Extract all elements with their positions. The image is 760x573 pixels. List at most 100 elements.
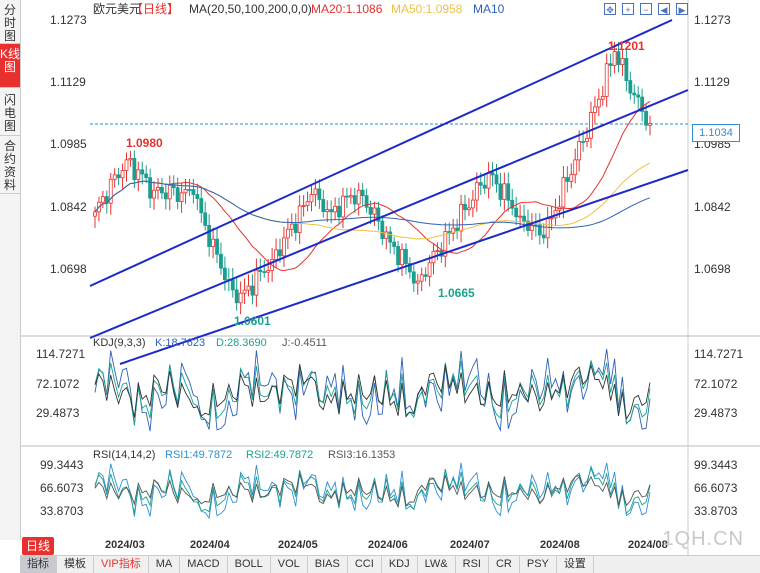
ma20-line bbox=[94, 100, 651, 272]
tb-settings[interactable]: 设置 bbox=[557, 556, 594, 573]
kdj-line bbox=[94, 363, 651, 421]
tb-ma[interactable]: MA bbox=[149, 556, 181, 573]
price-tick: 1.0698 bbox=[694, 262, 731, 276]
tab-label: 闪电图 bbox=[3, 93, 16, 133]
rsi-tick: 33.8703 bbox=[694, 504, 738, 518]
candle-body bbox=[309, 194, 314, 203]
kdj-tick: 114.7271 bbox=[694, 347, 743, 361]
rsi-tick: 66.6073 bbox=[694, 481, 738, 495]
candle-body bbox=[470, 199, 475, 209]
candle-body bbox=[514, 207, 519, 218]
candle-body bbox=[577, 141, 582, 161]
tab-contract-info[interactable]: 合约资料 bbox=[0, 136, 20, 194]
candle-body bbox=[600, 96, 605, 100]
kdj-d: D:28.3690 bbox=[216, 337, 267, 349]
candle-body bbox=[234, 289, 239, 304]
tb-cci[interactable]: CCI bbox=[348, 556, 382, 573]
tb-macd[interactable]: MACD bbox=[180, 556, 228, 573]
candle-body bbox=[459, 204, 463, 232]
candle-body bbox=[148, 177, 153, 199]
candle-body bbox=[356, 189, 361, 205]
candle-body bbox=[305, 201, 310, 206]
candle-body bbox=[297, 205, 302, 233]
watermark: 1QH.CN bbox=[662, 528, 744, 550]
left-icon[interactable]: ◀ bbox=[658, 3, 670, 15]
candle-body bbox=[341, 195, 345, 218]
tb-template[interactable]: 模板 bbox=[57, 556, 94, 573]
candle-body bbox=[337, 205, 341, 218]
kdj-tick-left: 72.1072 bbox=[36, 377, 80, 391]
candle-body bbox=[179, 192, 184, 202]
candle-body bbox=[463, 204, 467, 211]
candle-body bbox=[329, 209, 334, 213]
candle-body bbox=[266, 269, 271, 273]
tab-label: 分时图 bbox=[3, 3, 16, 43]
date-tick: 2024/06 bbox=[368, 539, 408, 551]
date-tick: 2024/05 bbox=[278, 539, 318, 551]
candle-body bbox=[482, 184, 487, 189]
zoom-icon[interactable]: ✥ bbox=[604, 3, 616, 15]
candle-body bbox=[419, 274, 424, 282]
tb-cr[interactable]: CR bbox=[489, 556, 520, 573]
candle-body bbox=[376, 207, 381, 222]
header-text: 【日线】 bbox=[131, 2, 179, 16]
tb-kdj[interactable]: KDJ bbox=[382, 556, 418, 573]
tb-indicator[interactable]: 指标 bbox=[20, 556, 57, 573]
tb-psy[interactable]: PSY bbox=[520, 556, 557, 573]
candle-body bbox=[262, 271, 267, 273]
candle-body bbox=[258, 269, 263, 272]
candle-body bbox=[380, 220, 385, 240]
chart-canvas: 1.12731.12731.11291.11291.09851.09851.08… bbox=[20, 0, 760, 555]
tb-bias[interactable]: BIAS bbox=[308, 556, 348, 573]
candle-body bbox=[506, 183, 511, 201]
kdj-title: KDJ(9,3,3) bbox=[93, 337, 146, 349]
candle-body bbox=[222, 267, 227, 281]
kdj-tick-left: 114.7271 bbox=[36, 347, 85, 361]
candle-body bbox=[490, 172, 495, 176]
low-label: 1.0665 bbox=[438, 286, 475, 300]
candle-body bbox=[486, 172, 491, 189]
candle-body bbox=[333, 205, 338, 213]
zoom-out-icon[interactable]: − bbox=[640, 3, 652, 15]
price-tick-left: 1.1129 bbox=[50, 75, 86, 89]
rsi-tick: 99.3443 bbox=[694, 458, 738, 472]
zoom-in-icon[interactable]: + bbox=[622, 3, 634, 15]
candle-body bbox=[136, 169, 141, 180]
rsi-title: RSI(14,14,2) bbox=[93, 449, 155, 461]
candle-body bbox=[183, 189, 188, 194]
date-tick: 2024/08 bbox=[628, 539, 668, 551]
candle-body bbox=[360, 189, 365, 197]
candle-body bbox=[467, 207, 471, 211]
sidebar: 分时图 K线图 闪电图 合约资料 bbox=[0, 0, 21, 540]
candle-body bbox=[443, 231, 448, 257]
period-button[interactable]: 日线 bbox=[22, 537, 55, 555]
candle-body bbox=[537, 224, 542, 236]
candle-body bbox=[282, 237, 286, 257]
candle-body bbox=[207, 225, 212, 247]
candle-body bbox=[301, 205, 306, 207]
candle-body bbox=[199, 198, 204, 214]
right-icon[interactable]: ▶ bbox=[676, 3, 688, 15]
candle-body bbox=[608, 63, 613, 66]
tab-flash-chart[interactable]: 闪电图 bbox=[0, 88, 20, 136]
rsi1: RSI1:49.7872 bbox=[165, 449, 232, 461]
tb-vip[interactable]: VIP指标 bbox=[94, 556, 149, 573]
tab-kline-chart[interactable]: K线图 bbox=[0, 44, 20, 88]
date-tick: 2024/07 bbox=[450, 539, 490, 551]
rsi-tick-left: 33.8703 bbox=[40, 504, 84, 518]
candle-body bbox=[415, 280, 420, 284]
candle-body bbox=[427, 262, 432, 277]
candle-body bbox=[455, 227, 460, 232]
candle-body bbox=[242, 289, 247, 294]
tb-lw[interactable]: LW& bbox=[418, 556, 456, 573]
tb-boll[interactable]: BOLL bbox=[228, 556, 271, 573]
candle-body bbox=[274, 249, 278, 260]
tb-rsi[interactable]: RSI bbox=[456, 556, 489, 573]
candle-body bbox=[404, 248, 408, 264]
candle-body bbox=[171, 184, 176, 189]
kdj-line bbox=[94, 348, 651, 432]
tab-minute-chart[interactable]: 分时图 bbox=[0, 0, 20, 44]
channel-line bbox=[89, 89, 689, 339]
price-tick: 1.0842 bbox=[694, 200, 731, 214]
tb-vol[interactable]: VOL bbox=[271, 556, 308, 573]
